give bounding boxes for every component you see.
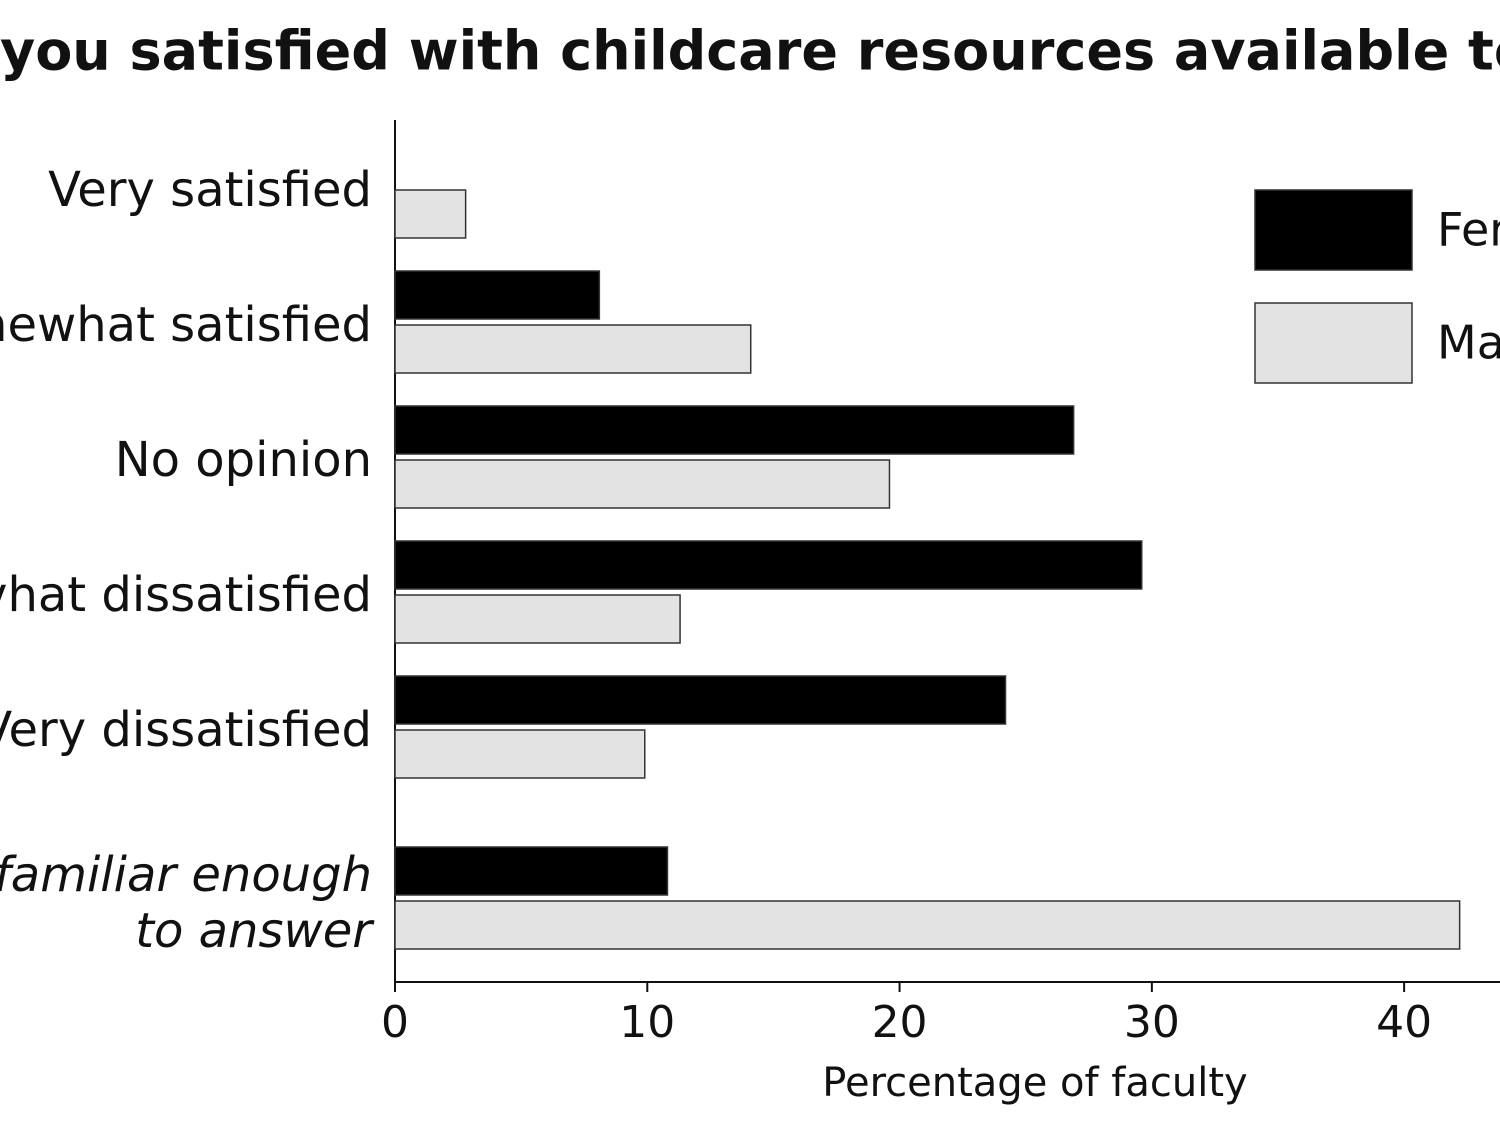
bar — [394, 846, 669, 896]
bar — [394, 900, 1461, 950]
y-tick-label: Very dissatisfied — [0, 702, 372, 758]
x-axis-label: Percentage of faculty — [822, 1060, 1247, 1106]
bar — [394, 270, 601, 320]
x-tick-label: 20 — [872, 997, 928, 1048]
y-tick-label: familiar enough to answer — [0, 847, 372, 959]
chart-title: you satisfied with childcare resources a… — [0, 20, 1500, 83]
bar — [394, 189, 467, 239]
y-tick-label: vhat dissatisfied — [0, 567, 372, 623]
bar — [394, 540, 1143, 590]
legend-label: Ma — [1437, 316, 1500, 370]
bar — [394, 324, 752, 374]
x-tick-label: 40 — [1376, 997, 1432, 1048]
x-tick-label: 30 — [1124, 997, 1180, 1048]
y-tick-label: Very satisfied — [48, 162, 372, 218]
bar — [394, 729, 646, 779]
y-tick-label: newhat satisfied — [0, 297, 372, 353]
y-tick-label: No opinion — [114, 432, 372, 488]
legend-label: Fer — [1437, 203, 1500, 257]
legend-swatch — [1254, 189, 1413, 271]
x-tick-label: 0 — [381, 997, 409, 1048]
legend-swatch — [1254, 302, 1413, 384]
bar — [394, 405, 1075, 455]
bar — [394, 675, 1007, 725]
x-tick-label: 10 — [619, 997, 675, 1048]
bar — [394, 459, 891, 509]
bar — [394, 594, 681, 644]
